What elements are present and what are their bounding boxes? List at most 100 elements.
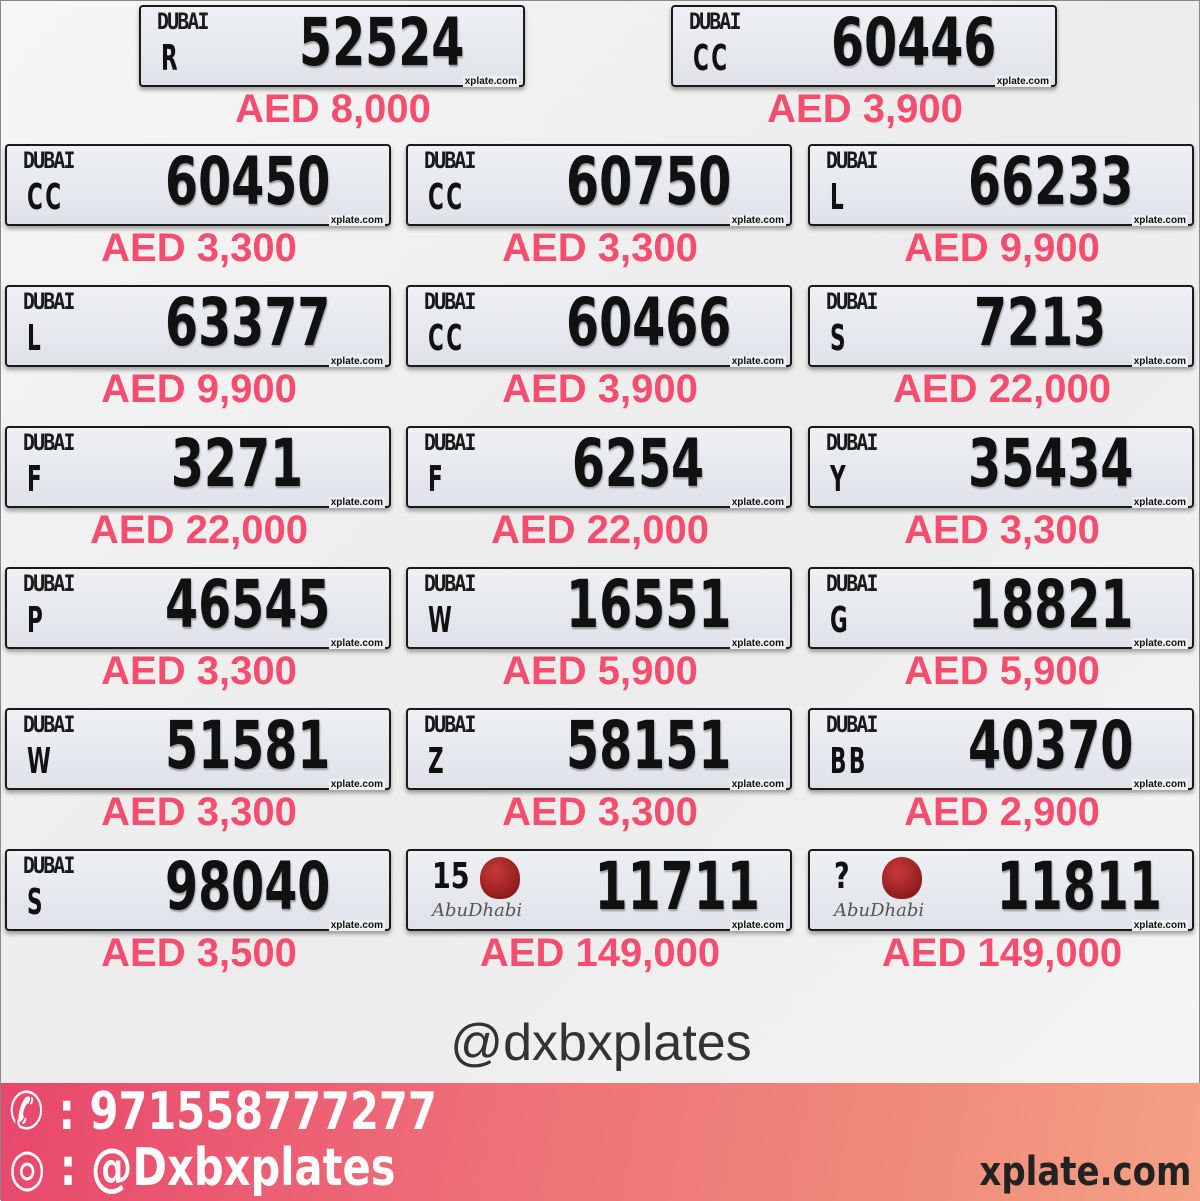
number-plate[interactable]: DUBAI Z 58151 xplate.com (406, 708, 792, 790)
plate-price: AED 22,000 (90, 508, 308, 552)
watermark: xplate.com (729, 779, 786, 790)
number-plate[interactable]: DUBAI L 66233 xplate.com (808, 144, 1194, 226)
handle-text: @dxbxplates (450, 1014, 752, 1072)
number-plate[interactable]: DUBAI S 7213 xplate.com (808, 285, 1194, 367)
plate-code: ? (834, 856, 850, 897)
plate-listing[interactable]: DUBAI CC 60750 xplate.com AED 3,300 (406, 144, 794, 270)
plate-number: 11811 (996, 848, 1162, 925)
plate-listing[interactable]: DUBAI S 98040 xplate.com AED 3,500 (5, 849, 393, 975)
plate-number: 11711 (594, 848, 760, 925)
number-plate[interactable]: DUBAI W 16551 xplate.com (406, 567, 792, 649)
plate-listing[interactable]: DUBAI L 66233 xplate.com AED 9,900 (808, 144, 1196, 270)
number-plate[interactable]: DUBAI CC 60750 xplate.com (406, 144, 792, 226)
watermark: xplate.com (1131, 356, 1188, 367)
instagram-icon: ◎ (9, 1138, 46, 1198)
plate-price: AED 3,300 (502, 226, 698, 270)
emirate-logo: DUBAI (689, 10, 741, 35)
plate-code: F (27, 459, 45, 500)
plate-number: 98040 (165, 848, 331, 925)
number-plate[interactable]: 15 AbuDhabi 11711 xplate.com (406, 849, 792, 931)
plate-price: AED 3,300 (101, 649, 297, 693)
number-plate[interactable]: DUBAI S 98040 xplate.com (5, 849, 391, 931)
watermark: xplate.com (1131, 638, 1188, 649)
plate-price: AED 5,900 (904, 649, 1100, 693)
plate-number: 60446 (831, 4, 997, 81)
emirate-logo: DUBAI (424, 713, 476, 738)
emirate-logo: DUBAI (826, 431, 878, 456)
plate-number: 52524 (299, 4, 465, 81)
number-plate[interactable]: DUBAI CC 60466 xplate.com (406, 285, 792, 367)
plate-listing[interactable]: DUBAI S 7213 xplate.com AED 22,000 (808, 285, 1196, 411)
plate-number: 60450 (165, 143, 331, 220)
emirate-logo: DUBAI (23, 149, 75, 174)
number-plate[interactable]: DUBAI L 63377 xplate.com (5, 285, 391, 367)
plate-listing[interactable]: DUBAI Z 58151 xplate.com AED 3,300 (406, 708, 794, 834)
plate-listing[interactable]: 15 AbuDhabi 11711 xplate.com AED 149,000 (406, 849, 794, 975)
plate-number: 63377 (165, 284, 331, 361)
plate-listing[interactable]: DUBAI BB 40370 xplate.com AED 2,900 (808, 708, 1196, 834)
plate-code: CC (693, 38, 730, 79)
plate-price: AED 22,000 (491, 508, 709, 552)
number-plate[interactable]: DUBAI G 18821 xplate.com (808, 567, 1194, 649)
plate-listing[interactable]: DUBAI W 51581 xplate.com AED 3,300 (5, 708, 393, 834)
plate-code: W (27, 741, 54, 782)
number-plate[interactable]: DUBAI F 3271 xplate.com (5, 426, 391, 508)
plate-number: 60750 (566, 143, 732, 220)
plate-number: 3271 (170, 425, 304, 502)
plate-code: S (830, 318, 848, 359)
number-plate[interactable]: DUBAI Y 35434 xplate.com (808, 426, 1194, 508)
watermark: xplate.com (1131, 920, 1188, 931)
site-name[interactable]: xplate.com (978, 1149, 1191, 1195)
instagram-line[interactable]: ◎ : @Dxbxplates (9, 1141, 395, 1195)
plate-listing[interactable]: DUBAI F 6254 xplate.com AED 22,000 (406, 426, 794, 552)
plate-code: L (830, 177, 847, 218)
plate-listing[interactable]: DUBAI CC 60466 xplate.com AED 3,900 (406, 285, 794, 411)
plate-price: AED 9,900 (101, 367, 297, 411)
plate-code: CC (27, 177, 64, 218)
number-plate[interactable]: DUBAI CC 60450 xplate.com (5, 144, 391, 226)
watermark: xplate.com (328, 356, 385, 367)
watermark: xplate.com (1131, 779, 1188, 790)
number-plate[interactable]: DUBAI R 52524 xplate.com (139, 5, 525, 87)
plate-price: AED 3,500 (101, 931, 297, 975)
emirate-logo: DUBAI (826, 572, 878, 597)
emirate-logo: DUBAI (424, 290, 476, 315)
plate-number: 7213 (973, 284, 1107, 361)
plate-listing[interactable]: ? AbuDhabi 11811 xplate.com AED 149,000 (808, 849, 1196, 975)
plate-code: G (830, 600, 851, 641)
plate-listing[interactable]: DUBAI P 46545 xplate.com AED 3,300 (5, 567, 393, 693)
number-plate[interactable]: DUBAI BB 40370 xplate.com (808, 708, 1194, 790)
plate-listing[interactable]: DUBAI G 18821 xplate.com AED 5,900 (808, 567, 1196, 693)
watermark: xplate.com (328, 497, 385, 508)
plate-listing[interactable]: DUBAI L 63377 xplate.com AED 9,900 (5, 285, 393, 411)
number-plate[interactable]: ? AbuDhabi 11811 xplate.com (808, 849, 1194, 931)
plate-number: 60466 (566, 284, 732, 361)
watermark: xplate.com (729, 215, 786, 226)
plate-listing[interactable]: DUBAI W 16551 xplate.com AED 5,900 (406, 567, 794, 693)
watermark: xplate.com (729, 497, 786, 508)
watermark: xplate.com (729, 356, 786, 367)
plate-number: 6254 (571, 425, 705, 502)
plate-number: 66233 (968, 143, 1134, 220)
plate-price: AED 3,300 (904, 508, 1100, 552)
plate-listing[interactable]: DUBAI CC 60450 xplate.com AED 3,300 (5, 144, 393, 270)
plate-listing[interactable]: DUBAI R 52524 xplate.com AED 8,000 (139, 5, 527, 131)
abu-dhabi-emblem-icon (882, 857, 922, 899)
plate-price: AED 3,300 (101, 226, 297, 270)
plate-listing[interactable]: DUBAI CC 60446 xplate.com AED 3,900 (671, 5, 1059, 131)
emirate-logo: DUBAI (157, 10, 209, 35)
number-plate[interactable]: DUBAI CC 60446 xplate.com (671, 5, 1057, 87)
phone-line[interactable]: ✆ : 971558777277 (9, 1085, 437, 1139)
plate-listing[interactable]: DUBAI Y 35434 xplate.com AED 3,300 (808, 426, 1196, 552)
emirate-logo: DUBAI (826, 290, 878, 315)
plate-code: 15 (432, 856, 470, 897)
instagram-handle: : @Dxbxplates (59, 1138, 396, 1198)
plate-listing[interactable]: DUBAI F 3271 xplate.com AED 22,000 (5, 426, 393, 552)
number-plate[interactable]: DUBAI F 6254 xplate.com (406, 426, 792, 508)
emirate-logo: DUBAI (826, 149, 878, 174)
watermark: xplate.com (994, 76, 1051, 87)
number-plate[interactable]: DUBAI P 46545 xplate.com (5, 567, 391, 649)
watermark: xplate.com (328, 920, 385, 931)
watermark: xplate.com (729, 638, 786, 649)
number-plate[interactable]: DUBAI W 51581 xplate.com (5, 708, 391, 790)
